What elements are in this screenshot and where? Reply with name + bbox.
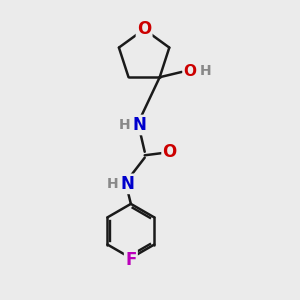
Text: O: O [137, 20, 151, 38]
Text: H: H [106, 177, 118, 191]
Text: O: O [163, 143, 177, 161]
Text: F: F [125, 250, 136, 268]
Text: H: H [200, 64, 211, 78]
Text: O: O [184, 64, 196, 79]
Text: N: N [133, 116, 147, 134]
Text: N: N [121, 175, 135, 193]
Text: H: H [118, 118, 130, 132]
